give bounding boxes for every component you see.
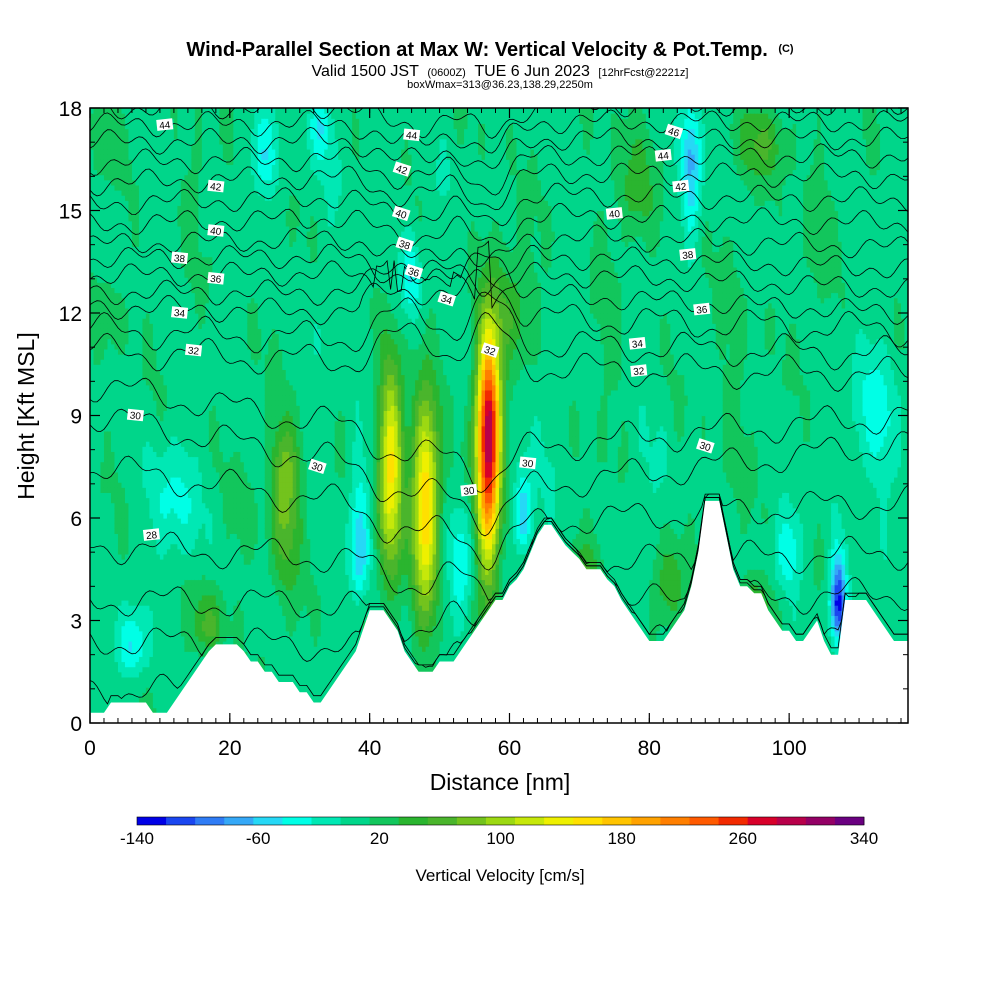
contour-label: 36 (693, 303, 710, 317)
colorbar-swatch (370, 817, 399, 825)
contour-label: 42 (672, 180, 689, 194)
colorbar-swatch (748, 817, 777, 825)
colorbar-swatch (515, 817, 544, 825)
colorbar: -140 -60 20 100 180 260 340 (120, 817, 878, 848)
x-axis-label: Distance [nm] (430, 769, 571, 795)
y-tick-label: 18 (59, 98, 82, 121)
contour-label: 36 (207, 272, 224, 286)
contour-label: 42 (207, 180, 224, 194)
colorbar-tick-label: 100 (486, 829, 514, 848)
colorbar-swatch (631, 817, 660, 825)
colorbar-swatch (282, 817, 311, 825)
colorbar-tick-label: -140 (120, 829, 154, 848)
contour-label: 30 (460, 484, 477, 498)
colorbar-swatch (166, 817, 195, 825)
colorbar-swatch (719, 817, 748, 825)
chart-subtitle: Valid 1500 JST (0600Z) TUE 6 Jun 2023 [1… (312, 63, 689, 80)
colorbar-tick-label: -60 (246, 829, 271, 848)
colorbar-swatch (777, 817, 806, 825)
contour-label: 34 (629, 337, 646, 351)
colorbar-swatch (253, 817, 282, 825)
colorbar-swatch (341, 817, 370, 825)
colorbar-swatch (486, 817, 515, 825)
colorbar-swatch (835, 817, 864, 825)
contour-label: 28 (143, 528, 160, 542)
y-tick-label: 6 (70, 508, 82, 531)
colorbar-swatch (544, 817, 573, 825)
chart-subtitle-2: boxWmax=313@36.23,138.29,2250m (407, 79, 593, 91)
colorbar-swatch (195, 817, 224, 825)
colorbar-swatch (573, 817, 602, 825)
y-tick-label: 3 (70, 611, 82, 634)
contour-label: 40 (606, 207, 623, 221)
y-tick-label: 0 (70, 713, 82, 736)
chart-title: Wind-Parallel Section at Max W: Vertical… (186, 39, 794, 61)
y-tick-label: 15 (59, 201, 82, 224)
contour-label: 44 (156, 118, 173, 132)
colorbar-swatch (137, 817, 166, 825)
colorbar-swatch (457, 817, 486, 825)
colorbar-tick-label: 340 (850, 829, 878, 848)
colorbar-swatch (224, 817, 253, 825)
colorbar-title: Vertical Velocity [cm/s] (415, 866, 584, 885)
contour-label: 34 (171, 306, 188, 320)
y-axis-label: Height [Kft MSL] (13, 332, 39, 499)
x-tick-label: 60 (498, 737, 521, 760)
contour-label: 38 (171, 251, 188, 265)
contour-label: 38 (679, 248, 696, 262)
colorbar-swatch (428, 817, 457, 825)
y-tick-label: 9 (70, 406, 82, 429)
colorbar-tick-label: 260 (729, 829, 757, 848)
contour-label: 32 (185, 344, 202, 358)
contour-label: 32 (630, 364, 647, 378)
x-tick-label: 0 (84, 737, 96, 760)
colorbar-swatch (602, 817, 631, 825)
colorbar-swatch (690, 817, 719, 825)
contour-label: 30 (127, 409, 144, 423)
contour-label: 30 (519, 456, 536, 470)
x-tick-label: 40 (358, 737, 381, 760)
x-tick-label: 20 (218, 737, 241, 760)
y-tick-label: 12 (59, 303, 82, 326)
contour-label: 40 (207, 224, 224, 238)
x-tick-label: 80 (638, 737, 661, 760)
colorbar-tick-label: 180 (607, 829, 635, 848)
colorbar-swatch (311, 817, 340, 825)
contour-label: 44 (403, 128, 420, 142)
colorbar-tick-label: 20 (370, 829, 389, 848)
chart: Wind-Parallel Section at Max W: Vertical… (0, 0, 1000, 1000)
contour-label: 44 (655, 149, 672, 163)
x-tick-label: 100 (772, 737, 807, 760)
colorbar-swatch (806, 817, 835, 825)
colorbar-swatch (660, 817, 689, 825)
colorbar-swatch (399, 817, 428, 825)
